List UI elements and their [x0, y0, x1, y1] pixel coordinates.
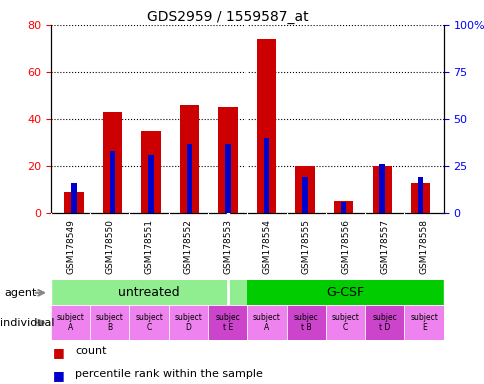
- Bar: [372, 166, 391, 213]
- Bar: [180, 105, 199, 213]
- Bar: [148, 155, 153, 213]
- Text: ■: ■: [53, 346, 65, 359]
- Text: GSM178550: GSM178550: [105, 219, 114, 274]
- Bar: [410, 182, 429, 213]
- Text: G-CSF: G-CSF: [326, 286, 364, 299]
- Bar: [168, 305, 208, 340]
- Text: GSM178556: GSM178556: [340, 219, 349, 274]
- Text: subject
A: subject A: [253, 313, 280, 332]
- Text: GDS2959 / 1559587_at: GDS2959 / 1559587_at: [147, 10, 308, 23]
- Text: subject
E: subject E: [409, 313, 437, 332]
- Bar: [333, 201, 352, 213]
- Bar: [325, 305, 364, 340]
- Text: GSM178555: GSM178555: [301, 219, 310, 274]
- Bar: [90, 305, 129, 340]
- Bar: [286, 305, 325, 340]
- Bar: [218, 107, 237, 213]
- Text: GSM178551: GSM178551: [144, 219, 153, 274]
- Text: GSM178558: GSM178558: [419, 219, 428, 274]
- Text: subjec
t B: subjec t B: [293, 313, 318, 332]
- Text: GSM178554: GSM178554: [262, 219, 271, 274]
- Bar: [186, 144, 192, 213]
- Bar: [51, 280, 247, 305]
- Text: GSM178557: GSM178557: [379, 219, 389, 274]
- Bar: [71, 183, 76, 213]
- Bar: [302, 177, 307, 213]
- Bar: [417, 177, 423, 213]
- Bar: [208, 305, 247, 340]
- Text: percentile rank within the sample: percentile rank within the sample: [75, 369, 262, 379]
- Bar: [141, 131, 160, 213]
- Bar: [295, 166, 314, 213]
- Text: subject
C: subject C: [135, 313, 163, 332]
- Bar: [257, 39, 276, 213]
- Text: ■: ■: [53, 369, 65, 382]
- Bar: [129, 305, 168, 340]
- Bar: [404, 305, 443, 340]
- Bar: [225, 144, 230, 213]
- Text: untreated: untreated: [118, 286, 180, 299]
- Text: subject
A: subject A: [57, 313, 84, 332]
- Text: GSM178549: GSM178549: [66, 219, 75, 274]
- Bar: [64, 192, 83, 213]
- Bar: [263, 138, 269, 213]
- Text: subject
B: subject B: [96, 313, 123, 332]
- Text: GSM178553: GSM178553: [223, 219, 232, 274]
- Text: subject
D: subject D: [174, 313, 202, 332]
- Bar: [364, 305, 404, 340]
- Text: count: count: [75, 346, 106, 356]
- Text: subjec
t D: subjec t D: [372, 313, 396, 332]
- Bar: [378, 164, 384, 213]
- Bar: [247, 305, 286, 340]
- Text: individual: individual: [0, 318, 55, 328]
- Bar: [51, 305, 90, 340]
- Bar: [103, 112, 122, 213]
- Text: GSM178552: GSM178552: [183, 219, 193, 274]
- Bar: [247, 280, 443, 305]
- Text: subject
C: subject C: [331, 313, 359, 332]
- Bar: [340, 202, 346, 213]
- Text: subjec
t E: subjec t E: [215, 313, 240, 332]
- Bar: [109, 151, 115, 213]
- Text: agent: agent: [5, 288, 37, 298]
